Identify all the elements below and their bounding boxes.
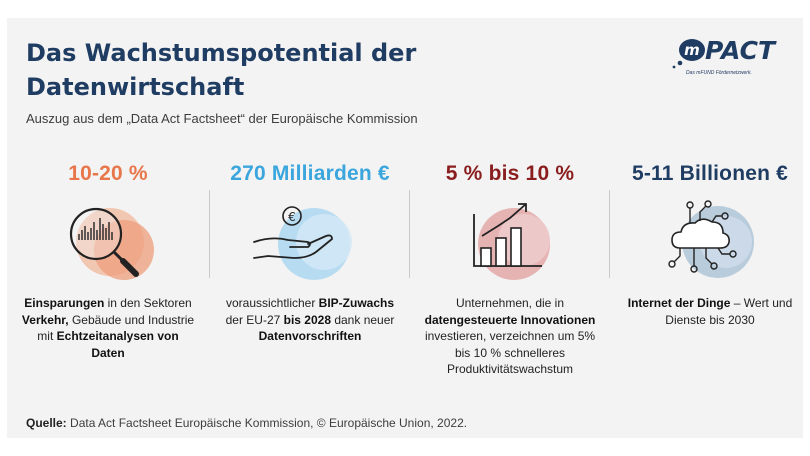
stat-column-savings: 10-20 % Einsparungen in den Sektoren Ver…	[8, 150, 208, 400]
column-divider	[209, 190, 210, 278]
stat-value: 5-11 Billionen €	[631, 162, 789, 185]
stat-value: 270 Milliarden €	[230, 162, 390, 185]
source-note: Quelle: Data Act Factsheet Europäische K…	[26, 416, 468, 430]
mpact-logo: m PACT	[660, 26, 788, 82]
cloud-circuit-icon	[650, 192, 770, 292]
svg-text:€: €	[288, 210, 296, 224]
column-divider	[609, 190, 610, 278]
stat-value: 5 % bis 10 %	[445, 162, 575, 185]
page-subtitle: Auszug aus dem „Data Act Factsheet“ der …	[26, 111, 418, 126]
page-title: Das Wachstumspotential der Datenwirtscha…	[26, 39, 417, 101]
stat-column-gdp: 270 Milliarden € € voraussichtlicher BIP…	[210, 150, 410, 400]
stat-column-productivity: 5 % bis 10 % Unternehmen, die in datenge…	[410, 150, 610, 400]
logo-prefix: m	[684, 41, 700, 59]
column-divider	[409, 190, 410, 278]
growth-bar-chart-icon	[450, 192, 570, 292]
stat-column-iot: 5-11 Billionen € Internet der Dinge – We…	[610, 150, 810, 400]
stat-description: voraussichtlicher BIP-Zuwachs der EU-27 …	[225, 296, 395, 343]
stat-value: 10-20 %	[68, 162, 148, 185]
magnifier-chart-icon	[48, 192, 168, 292]
stat-description: Einsparungen in den Sektoren Verkehr, Ge…	[21, 296, 195, 360]
stat-description: Internet der Dinge – Wert und Dienste bi…	[627, 296, 793, 327]
logo-name: PACT	[705, 36, 777, 65]
logo-badge-icon	[679, 39, 705, 61]
stat-description: Unternehmen, die in datengesteuerte Inno…	[424, 296, 596, 376]
logo-tagline: Das mFUND Fördernetzwerk.	[686, 70, 752, 76]
hand-euro-coin-icon: €	[250, 192, 370, 292]
